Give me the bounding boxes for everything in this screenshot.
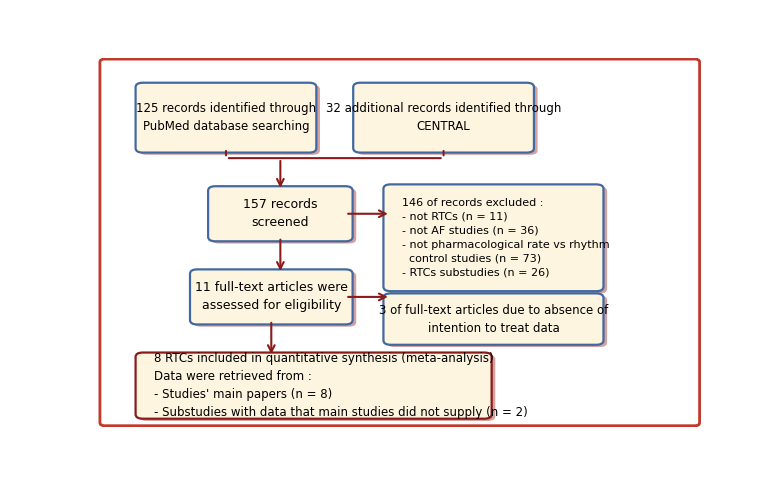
Text: 32 additional records identified through
CENTRAL: 32 additional records identified through… — [326, 102, 562, 133]
FancyBboxPatch shape — [139, 85, 320, 155]
FancyBboxPatch shape — [208, 186, 353, 241]
FancyBboxPatch shape — [384, 293, 604, 345]
FancyBboxPatch shape — [136, 352, 491, 419]
Text: 3 of full-text articles due to absence of
intention to treat data: 3 of full-text articles due to absence o… — [379, 303, 608, 335]
Text: 11 full-text articles were
assessed for eligibility: 11 full-text articles were assessed for … — [195, 281, 348, 312]
FancyBboxPatch shape — [139, 355, 495, 421]
FancyBboxPatch shape — [190, 269, 353, 324]
FancyBboxPatch shape — [384, 184, 604, 291]
FancyBboxPatch shape — [102, 61, 700, 427]
Text: 125 records identified through
PubMed database searching: 125 records identified through PubMed da… — [136, 102, 316, 133]
FancyBboxPatch shape — [100, 59, 700, 426]
FancyBboxPatch shape — [136, 83, 317, 153]
FancyBboxPatch shape — [211, 189, 356, 243]
Text: 146 of records excluded :
- not RTCs (n = 11)
- not AF studies (n = 36)
- not ph: 146 of records excluded : - not RTCs (n … — [402, 198, 609, 278]
FancyBboxPatch shape — [353, 83, 534, 153]
Text: 8 RTCs included in quantitative synthesis (meta-analysis)
Data were retrieved fr: 8 RTCs included in quantitative synthesi… — [154, 352, 527, 419]
Text: 157 records
screened: 157 records screened — [243, 198, 317, 229]
FancyBboxPatch shape — [193, 272, 356, 327]
FancyBboxPatch shape — [387, 187, 607, 293]
FancyBboxPatch shape — [387, 296, 607, 347]
FancyBboxPatch shape — [356, 85, 537, 155]
